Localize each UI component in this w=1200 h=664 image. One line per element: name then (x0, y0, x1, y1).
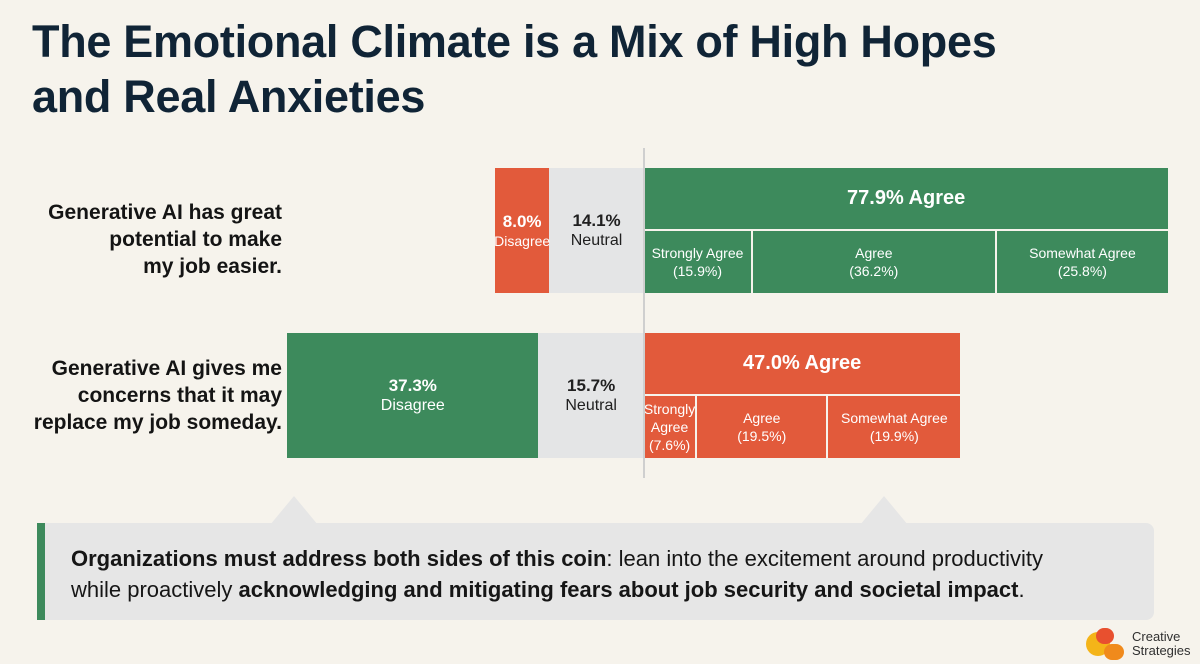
agree-breakdown-segment: Agree (19.5%) (695, 394, 827, 458)
question-1-label: Generative AI has great potential to mak… (0, 199, 282, 280)
question-1-line: potential to make (109, 228, 282, 251)
neutral-label: Neutral (570, 232, 623, 249)
agree-breakdown-segment: Agree (36.2%) (751, 229, 995, 293)
callout-pointer-left (270, 496, 318, 525)
agree-breakdown-label: Strongly (643, 401, 696, 417)
disagree-pct-label: 37.3% (388, 376, 437, 395)
callout-line-1: Organizations must address both sides of… (71, 543, 1130, 574)
agree-breakdown-label: Agree (743, 410, 781, 426)
question-2-line: concerns that it may (77, 384, 282, 407)
callout-line-2: while proactively acknowledging and miti… (71, 574, 1130, 605)
agree-breakdown-label: Agree (855, 245, 893, 261)
logo-line-1: Creative (1132, 629, 1181, 644)
agree-breakdown-label: (15.9%) (672, 263, 723, 279)
agree-breakdown-segment: Strongly Agree (15.9%) (644, 229, 751, 293)
agree-total-bar: 77.9% Agree (644, 168, 1169, 229)
neutral-bar: 15.7% Neutral (538, 333, 644, 458)
disagree-bar: 8.0% Disagree (494, 168, 551, 293)
question-2-line: Generative AI gives me (51, 357, 282, 380)
logo-text: Creative Strategies (1132, 630, 1191, 658)
neutral-label: Neutral (565, 397, 617, 414)
center-axis-line (643, 148, 645, 478)
callout-text-3: . (1018, 577, 1025, 602)
disagree-pct-label: 8.0% (502, 212, 542, 231)
callout-pointer-right (860, 496, 908, 525)
question-2-line: replace my job someday. (33, 411, 282, 434)
agree-total-bar: 47.0% Agree (644, 333, 961, 394)
question-2-label: Generative AI gives me concerns that it … (0, 355, 282, 436)
callout-bold-2: acknowledging and mitigating fears about… (238, 577, 1019, 602)
neutral-bar: 14.1% Neutral (549, 168, 644, 293)
agree-breakdown-segment: Somewhat Agree (25.8%) (994, 229, 1169, 293)
agree-breakdown-label: (19.9%) (869, 428, 919, 444)
logo-mark-icon (1086, 628, 1124, 660)
agree-breakdown-label: (7.6%) (648, 437, 691, 453)
disagree-label: Disagree (380, 397, 445, 414)
agree-breakdown-label: Strongly Agree (651, 245, 744, 261)
logo-line-2: Strategies (1132, 643, 1191, 658)
callout-text-2: while proactively (71, 577, 239, 602)
title-line-1: The Emotional Climate is a Mix of High H… (32, 16, 997, 67)
neutral-pct-label: 15.7% (567, 376, 616, 395)
agree-breakdown-label: (25.8%) (1057, 263, 1107, 279)
question-1-line: my job easier. (143, 255, 282, 278)
callout-box: Organizations must address both sides of… (37, 523, 1154, 620)
agree-breakdown-label: Somewhat Agree (841, 410, 948, 426)
agree-breakdown-label: Somewhat Agree (1029, 245, 1136, 261)
agree-breakdown-label: Agree (650, 419, 689, 435)
agree-breakdown-segment: Somewhat Agree (19.9%) (826, 394, 961, 458)
callout-bold-1: Organizations must address both sides of… (71, 546, 607, 571)
title-line-2: and Real Anxieties (32, 71, 426, 122)
agree-breakdown-segment: Strongly Agree (7.6%) (644, 394, 695, 458)
disagree-label: Disagree (494, 233, 551, 249)
page-title: The Emotional Climate is a Mix of High H… (32, 14, 1132, 124)
callout-text-1: : lean into the excitement around produc… (606, 546, 1044, 571)
neutral-pct-label: 14.1% (572, 211, 621, 230)
agree-breakdown-label: (19.5%) (737, 428, 787, 444)
disagree-bar: 37.3% Disagree (287, 333, 539, 458)
agree-breakdown-label: (36.2%) (849, 263, 899, 279)
question-1-line: Generative AI has great (48, 201, 282, 224)
creative-strategies-logo: Creative Strategies (1086, 628, 1191, 660)
